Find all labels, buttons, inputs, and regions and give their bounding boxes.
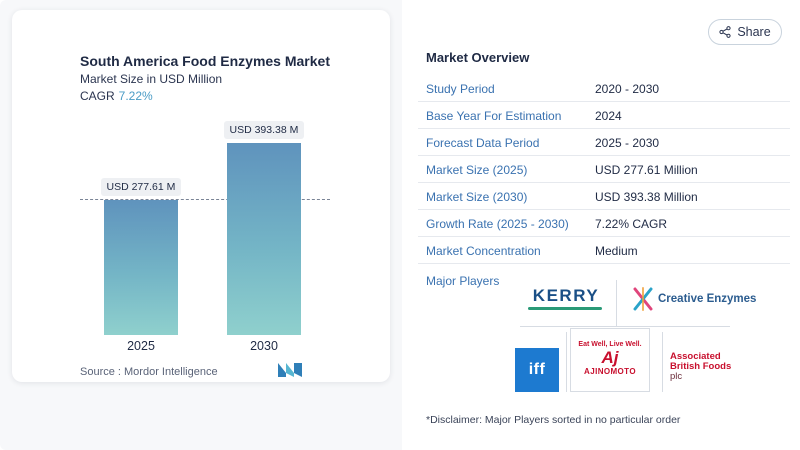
overview-row: Study Period 2020 - 2030 xyxy=(418,75,790,102)
ajinomoto-mark: Aj xyxy=(601,348,619,367)
logo-grid-divider xyxy=(616,280,617,326)
kerry-logo: KERRY xyxy=(528,286,604,310)
overview-value: 2025 - 2030 xyxy=(595,136,660,150)
overview-row: Market Size (2025) USD 277.61 Million xyxy=(418,156,790,183)
overview-value: 2024 xyxy=(595,109,622,123)
bar-2025 xyxy=(104,199,178,335)
overview-key: Market Size (2030) xyxy=(426,190,528,204)
share-icon xyxy=(719,26,731,38)
logo-grid-divider xyxy=(520,326,730,327)
cagr-label: CAGR xyxy=(80,89,115,103)
overview-key: Forecast Data Period xyxy=(426,136,540,150)
ajinomoto-logo: Eat Well, Live Well. Aj AJINOMOTO xyxy=(570,328,650,392)
cagr-value: 7.22% xyxy=(118,89,153,103)
overview-key: Growth Rate (2025 - 2030) xyxy=(426,217,569,231)
source-text: Source : Mordor Intelligence xyxy=(80,366,218,378)
overview-title: Market Overview xyxy=(426,50,530,65)
bar-2030 xyxy=(227,143,301,335)
overview-row: Growth Rate (2025 - 2030) 7.22% CAGR xyxy=(418,210,790,237)
bar-value-label: USD 393.38 M xyxy=(223,121,305,139)
overview-row: Market Size (2030) USD 393.38 Million xyxy=(418,183,790,210)
overview-value: 7.22% CAGR xyxy=(595,217,668,231)
overview-value: USD 277.61 Million xyxy=(595,163,698,177)
overview-value: 2020 - 2030 xyxy=(595,82,660,96)
creative-enzymes-logo: Creative Enzymes xyxy=(632,287,756,311)
major-players-label: Major Players xyxy=(426,274,500,288)
reference-dashed-line xyxy=(80,199,330,200)
mordor-intelligence-logo-icon xyxy=(278,363,302,377)
creative-enzymes-text: Creative Enzymes xyxy=(658,293,757,305)
x-tick-label: 2025 xyxy=(127,339,155,353)
overview-value: Medium xyxy=(595,244,638,258)
bar-value-label: USD 277.61 M xyxy=(100,177,182,196)
overview-key: Study Period xyxy=(426,82,495,96)
kerry-swoosh xyxy=(528,307,602,310)
ajinomoto-name: AJINOMOTO xyxy=(584,367,636,376)
ajinomoto-tagline: Eat Well, Live Well. xyxy=(578,341,642,348)
chart-card xyxy=(12,10,390,382)
overview-key: Base Year For Estimation xyxy=(426,109,562,123)
overview-row: Base Year For Estimation 2024 xyxy=(418,102,790,129)
share-button[interactable]: Share xyxy=(708,19,782,45)
chart-title: South America Food Enzymes Market xyxy=(80,53,330,69)
disclaimer-text: *Disclaimer: Major Players sorted in no … xyxy=(426,414,681,426)
overview-row: Forecast Data Period 2025 - 2030 xyxy=(418,129,790,156)
logo-grid-divider xyxy=(566,332,567,392)
overview-key: Market Concentration xyxy=(426,244,541,258)
kerry-logo-text: KERRY xyxy=(532,286,600,305)
x-tick-label: 2030 xyxy=(250,339,278,353)
chart-cagr: CAGR 7.22% xyxy=(80,89,153,103)
iff-logo: iff xyxy=(515,348,559,392)
overview-value: USD 393.38 Million xyxy=(595,190,698,204)
abf-line-1: Associated xyxy=(670,351,721,362)
overview-row: Market Concentration Medium xyxy=(418,237,790,264)
logo-grid-divider xyxy=(662,332,663,392)
abf-line-2: British Foods xyxy=(670,361,732,372)
creative-enzymes-mark-icon xyxy=(633,287,653,311)
overview-key: Market Size (2025) xyxy=(426,163,528,177)
chart-subtitle: Market Size in USD Million xyxy=(80,72,223,86)
associated-british-foods-logo: Associated British Foods plc xyxy=(670,352,731,382)
share-label: Share xyxy=(737,25,771,39)
abf-line-3: plc xyxy=(670,371,683,382)
